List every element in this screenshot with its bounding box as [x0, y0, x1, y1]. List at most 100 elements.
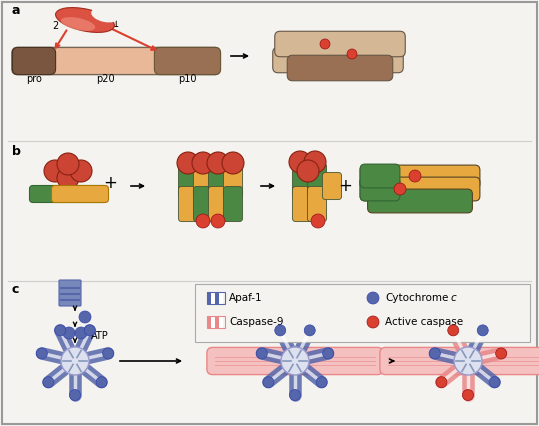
Text: b: b: [12, 145, 21, 158]
FancyBboxPatch shape: [12, 47, 220, 75]
Circle shape: [222, 152, 244, 174]
Circle shape: [96, 377, 107, 388]
Circle shape: [347, 49, 357, 59]
Circle shape: [84, 325, 95, 336]
Circle shape: [263, 377, 274, 388]
Circle shape: [448, 325, 459, 336]
FancyBboxPatch shape: [360, 164, 400, 188]
Circle shape: [55, 325, 66, 336]
FancyBboxPatch shape: [273, 47, 403, 73]
Circle shape: [297, 160, 319, 182]
Circle shape: [462, 389, 473, 400]
Circle shape: [207, 152, 229, 174]
Text: ATP: ATP: [91, 331, 109, 341]
Bar: [211, 292, 215, 304]
FancyBboxPatch shape: [380, 347, 539, 374]
Bar: [207, 316, 211, 328]
FancyBboxPatch shape: [292, 164, 312, 199]
FancyBboxPatch shape: [154, 47, 220, 75]
Circle shape: [394, 183, 406, 195]
FancyBboxPatch shape: [322, 173, 342, 200]
FancyBboxPatch shape: [209, 164, 227, 199]
Bar: [195, 284, 530, 342]
Circle shape: [496, 348, 507, 359]
Text: Active caspase: Active caspase: [385, 317, 463, 327]
Circle shape: [70, 389, 80, 400]
FancyBboxPatch shape: [178, 164, 198, 199]
FancyBboxPatch shape: [307, 187, 327, 222]
Circle shape: [304, 325, 315, 336]
Text: c: c: [451, 293, 457, 303]
FancyBboxPatch shape: [287, 55, 393, 81]
Circle shape: [36, 348, 47, 359]
Bar: [219, 292, 223, 304]
FancyBboxPatch shape: [178, 187, 198, 222]
Circle shape: [409, 170, 421, 182]
Circle shape: [289, 389, 301, 400]
Circle shape: [43, 377, 54, 388]
Circle shape: [454, 347, 482, 375]
Circle shape: [304, 151, 326, 173]
Circle shape: [79, 311, 91, 323]
FancyBboxPatch shape: [275, 31, 405, 57]
Text: pro: pro: [26, 74, 42, 84]
Text: Cytochrome: Cytochrome: [385, 293, 448, 303]
FancyBboxPatch shape: [194, 187, 212, 222]
Circle shape: [320, 39, 330, 49]
Text: 2: 2: [52, 21, 58, 31]
Bar: [219, 316, 223, 328]
Circle shape: [257, 348, 267, 359]
Circle shape: [57, 167, 79, 189]
FancyBboxPatch shape: [52, 185, 108, 202]
Circle shape: [75, 327, 87, 339]
Bar: [207, 316, 225, 328]
Circle shape: [192, 152, 214, 174]
Bar: [207, 292, 211, 304]
Circle shape: [57, 153, 79, 175]
Circle shape: [102, 348, 114, 359]
Circle shape: [316, 377, 327, 388]
FancyBboxPatch shape: [292, 39, 392, 65]
Circle shape: [367, 316, 379, 328]
Text: p10: p10: [178, 74, 197, 84]
Text: 1: 1: [113, 19, 119, 29]
Circle shape: [477, 325, 488, 336]
FancyBboxPatch shape: [223, 164, 243, 199]
Circle shape: [367, 292, 379, 304]
Circle shape: [281, 347, 309, 375]
Bar: [215, 316, 219, 328]
Ellipse shape: [91, 8, 119, 23]
FancyBboxPatch shape: [292, 187, 312, 222]
Ellipse shape: [56, 8, 114, 32]
FancyBboxPatch shape: [207, 347, 383, 374]
Circle shape: [196, 214, 210, 228]
Circle shape: [489, 377, 500, 388]
FancyBboxPatch shape: [59, 280, 81, 306]
Text: c: c: [12, 283, 19, 296]
Text: +: +: [338, 177, 352, 195]
Circle shape: [61, 347, 89, 375]
FancyBboxPatch shape: [194, 164, 212, 199]
Bar: [211, 316, 215, 328]
Circle shape: [177, 152, 199, 174]
Text: p20: p20: [96, 74, 114, 84]
Text: a: a: [12, 4, 20, 17]
FancyBboxPatch shape: [360, 165, 480, 189]
Circle shape: [211, 214, 225, 228]
Text: Apaf-1: Apaf-1: [229, 293, 262, 303]
Circle shape: [311, 214, 325, 228]
Circle shape: [323, 348, 334, 359]
Circle shape: [275, 325, 286, 336]
Text: +: +: [103, 174, 117, 192]
Bar: [215, 292, 219, 304]
FancyBboxPatch shape: [307, 164, 327, 199]
FancyBboxPatch shape: [12, 47, 56, 75]
FancyBboxPatch shape: [223, 187, 243, 222]
Circle shape: [70, 160, 92, 182]
FancyBboxPatch shape: [360, 177, 400, 201]
Circle shape: [44, 160, 66, 182]
Bar: [207, 292, 225, 304]
Circle shape: [63, 327, 75, 339]
Circle shape: [430, 348, 440, 359]
FancyBboxPatch shape: [360, 177, 480, 201]
